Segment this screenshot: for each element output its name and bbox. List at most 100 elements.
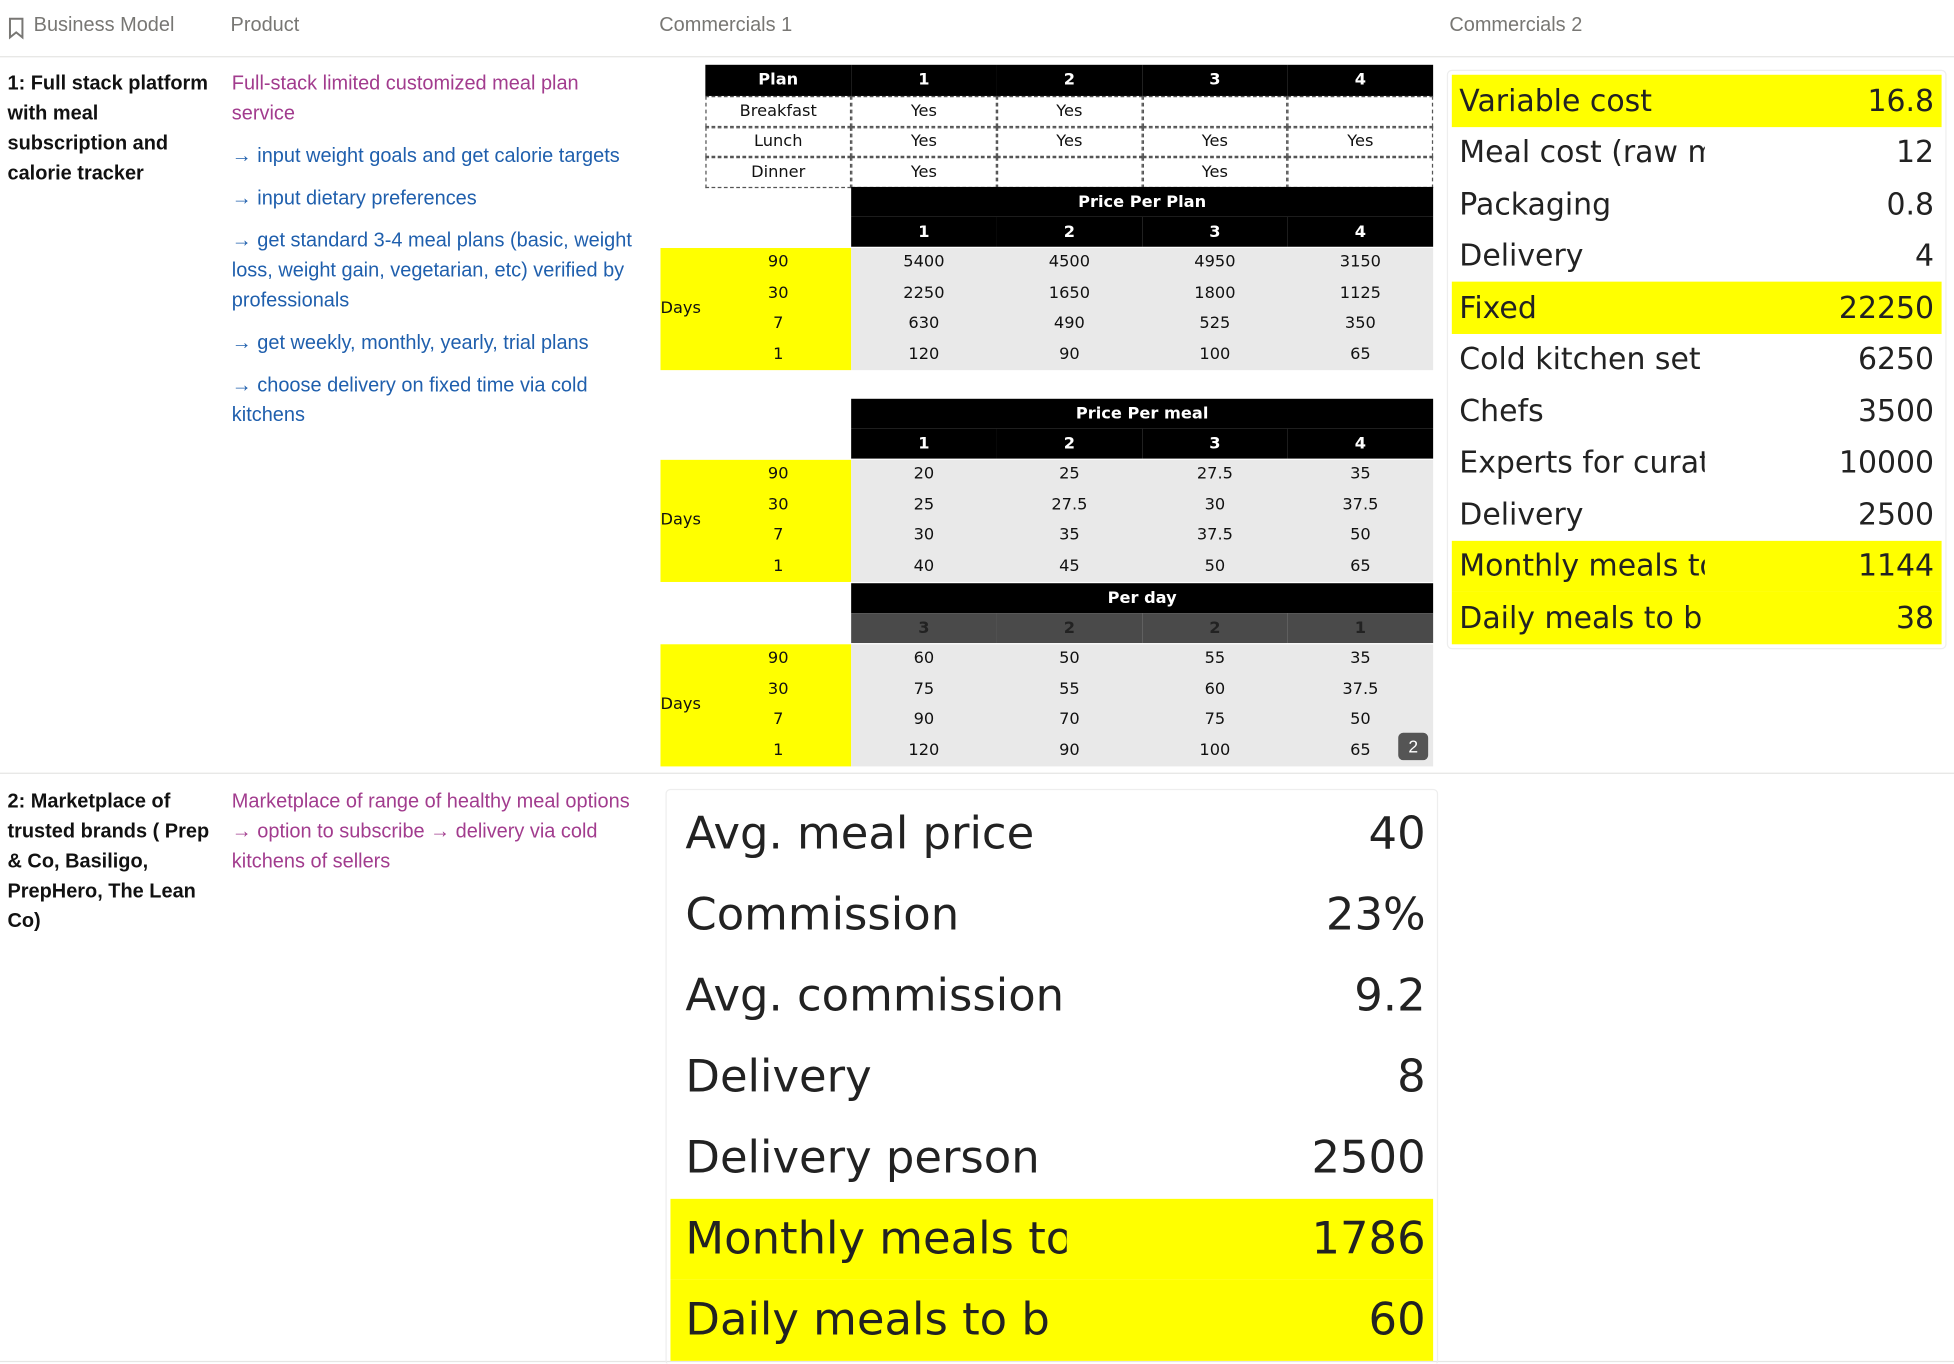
- value-cell: 75: [913, 680, 935, 699]
- list-value: 3500: [1857, 393, 1935, 429]
- value-cell: 490: [1053, 314, 1085, 334]
- column-header[interactable]: Commercials 1: [659, 14, 793, 37]
- value-cell: 525: [1199, 314, 1231, 334]
- plan-header: 4: [1287, 64, 1434, 96]
- product-bullets: → input weight goals and get calorie tar…: [232, 142, 637, 444]
- plan-cell: Yes: [851, 95, 997, 127]
- value-cell: 100: [1199, 344, 1231, 364]
- plan-header: 3: [1142, 64, 1288, 96]
- list-label: Cold kitchen set: [1459, 341, 1701, 377]
- list-value: 16.8: [1867, 83, 1935, 119]
- value-cell: 630: [908, 314, 940, 334]
- list-value: 1144: [1857, 548, 1935, 584]
- product-bullet: → input weight goals and get calorie tar…: [231, 145, 620, 167]
- plan-cell: Yes: [996, 95, 1143, 127]
- product-bullet: → input dietary preferences: [231, 188, 477, 210]
- day: 1: [773, 741, 784, 760]
- plan-cell: Yes: [851, 157, 997, 188]
- product-title[interactable]: Marketplace of range of healthy meal opt…: [231, 791, 630, 873]
- value-cell: 1125: [1339, 283, 1382, 303]
- list-label: Fixed: [1459, 290, 1537, 325]
- list-value: 6250: [1857, 341, 1935, 377]
- value-cell: 37.5: [1342, 495, 1379, 515]
- plan-header: 1: [851, 64, 997, 96]
- values-bg: [851, 247, 1434, 370]
- list-value: 60: [1368, 1294, 1426, 1346]
- list-value: 9.2: [1354, 970, 1426, 1022]
- highlight: [1451, 591, 1942, 644]
- block-column: 3: [851, 613, 997, 644]
- business-model[interactable]: 1: Full stack platform with meal subscri…: [7, 73, 209, 185]
- list-value: 2500: [1311, 1132, 1426, 1184]
- block-title: Price Per Plan: [851, 186, 1434, 217]
- value-cell: 2250: [903, 283, 945, 303]
- value-cell: 37.5: [1342, 680, 1379, 699]
- day: 30: [767, 680, 789, 699]
- list-label: Meal cost (raw m: [1459, 134, 1705, 170]
- value-cell: 55: [1204, 649, 1226, 669]
- list-label: Commission: [685, 889, 960, 941]
- value-cell: 40: [913, 556, 935, 576]
- product-title[interactable]: Full-stack limited customized meal plan …: [231, 73, 579, 125]
- list-value: 22250: [1838, 290, 1935, 325]
- value-cell: 90: [913, 710, 935, 730]
- value-cell: 27.5: [1051, 495, 1088, 515]
- plan-cell: [996, 157, 1143, 188]
- business-model[interactable]: 2: Marketplace of trusted brands ( Prep …: [7, 791, 210, 933]
- list-value: 10000: [1838, 445, 1935, 481]
- highlight: [1451, 74, 1942, 127]
- plan-cell: Yes: [851, 126, 997, 158]
- block-column: 2: [996, 613, 1143, 644]
- block-column: 4: [1287, 216, 1434, 247]
- day: 30: [767, 495, 789, 515]
- day: 30: [767, 283, 789, 303]
- value-cell: 120: [908, 344, 940, 364]
- plan-cell: Dinner: [705, 157, 852, 188]
- column-header[interactable]: Commercials 2: [1449, 14, 1583, 37]
- row-divider: [0, 56, 1954, 58]
- value-cell: 25: [913, 495, 935, 515]
- bookmark-icon: [8, 17, 24, 40]
- day: 90: [767, 253, 789, 272]
- plan-cell: [1142, 95, 1288, 127]
- value-cell: 20: [913, 465, 935, 484]
- block-column: 2: [996, 428, 1143, 459]
- product-bullet: → get standard 3-4 meal plans (basic, we…: [231, 230, 632, 312]
- list-label: Experts for curat: [1459, 445, 1705, 481]
- day: 1: [773, 556, 784, 576]
- value-cell: 65: [1350, 556, 1371, 576]
- day: 90: [767, 465, 789, 484]
- list-box: [665, 788, 1439, 1364]
- highlight: [1451, 540, 1942, 592]
- plan-cell: [1287, 157, 1434, 188]
- value-cell: 1800: [1194, 283, 1236, 303]
- block-column: 4: [1287, 428, 1434, 459]
- list-label: Delivery person: [685, 1132, 1040, 1184]
- days-bg: [660, 643, 852, 766]
- plan-cell: Yes: [996, 126, 1143, 158]
- block-title: Per day: [851, 583, 1434, 614]
- value-cell: 30: [1204, 495, 1226, 515]
- column-header[interactable]: Business Model: [33, 14, 175, 37]
- list-value: 12: [1896, 134, 1935, 170]
- plan-cell: [1287, 95, 1434, 127]
- value-cell: 3150: [1339, 253, 1382, 272]
- block-column: 2: [1142, 613, 1288, 644]
- days-label: Days: [660, 695, 701, 715]
- block-column: 1: [851, 428, 997, 459]
- list-label: Chefs: [1459, 393, 1544, 429]
- column-header[interactable]: Product: [230, 14, 300, 37]
- plan-cell: Yes: [1142, 126, 1288, 158]
- day: 1: [773, 344, 784, 364]
- plan-header: 2: [996, 64, 1143, 96]
- value-cell: 5400: [903, 253, 945, 272]
- value-cell: 350: [1344, 314, 1376, 334]
- list-label: Packaging: [1459, 186, 1612, 222]
- value-cell: 60: [913, 649, 935, 669]
- value-cell: 90: [1059, 741, 1080, 760]
- value-cell: 25: [1059, 465, 1080, 484]
- list-label: Monthly meals to: [685, 1213, 1067, 1265]
- value-cell: 1650: [1048, 283, 1091, 303]
- plan-cell: Yes: [1287, 126, 1434, 158]
- plan-cell: Breakfast: [705, 95, 852, 127]
